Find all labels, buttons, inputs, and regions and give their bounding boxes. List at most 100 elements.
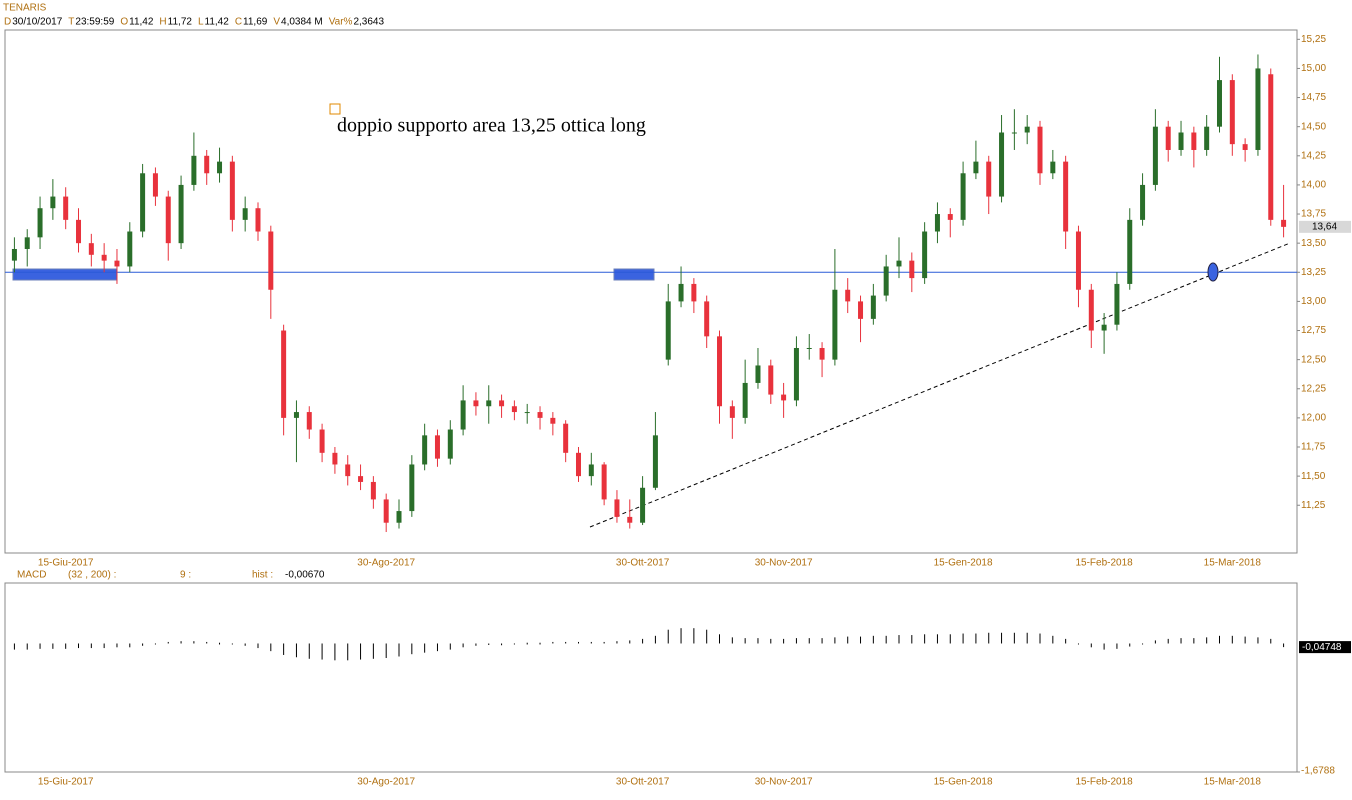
candle-body: [832, 289, 838, 360]
candle-body: [383, 499, 389, 523]
candle-body: [934, 214, 940, 232]
candle-body: [511, 406, 517, 413]
candle-body: [870, 295, 876, 319]
candle-body: [473, 400, 479, 407]
candle-body: [178, 184, 184, 244]
y-tick-label: 11,50: [1301, 471, 1326, 482]
x-tick-label: 15-Feb-2018: [1075, 558, 1133, 569]
candle-body: [640, 487, 646, 523]
candle-body: [691, 283, 697, 302]
candle-body: [806, 347, 812, 349]
candle-body: [165, 196, 171, 244]
candle-body: [1178, 132, 1184, 150]
candle-body: [550, 417, 556, 424]
candle-body: [524, 412, 530, 414]
candle-body: [255, 208, 261, 232]
field-value: 30/10/2017: [12, 17, 62, 28]
last-value-label: -0,04748: [1302, 642, 1342, 653]
candle-body: [460, 400, 466, 430]
field-label: L: [198, 17, 204, 28]
candle-body: [1216, 80, 1222, 127]
field-value: 11,72: [168, 17, 193, 28]
candle-body: [665, 301, 671, 360]
candle-body: [1204, 126, 1210, 150]
candle-body: [1075, 231, 1081, 290]
candle-body: [447, 429, 453, 459]
annotation: doppio supporto area 13,25 ottica long: [337, 115, 646, 137]
candle-body: [909, 260, 915, 279]
candle-body: [1114, 283, 1120, 325]
candle-body: [883, 266, 889, 296]
candle-body: [986, 161, 992, 197]
candle-body: [1255, 68, 1261, 150]
candle-body: [627, 516, 633, 523]
candle-body: [293, 412, 299, 418]
candle-body: [781, 394, 787, 401]
candle-body: [537, 412, 543, 418]
x-tick-label: 15-Mar-2018: [1204, 777, 1262, 788]
field-label: Var%: [329, 17, 353, 28]
x-tick-label: 15-Giu-2017: [38, 777, 94, 788]
candle-body: [1011, 132, 1017, 134]
field-label: C: [235, 17, 242, 28]
candle-body: [88, 243, 94, 255]
candle-body: [319, 429, 325, 453]
candle-body: [960, 173, 966, 220]
candle-body: [973, 161, 979, 174]
candle-body: [127, 231, 133, 267]
candle-body: [370, 481, 376, 500]
field-label: V: [273, 17, 280, 28]
candle-body: [37, 208, 43, 238]
candle-body: [152, 173, 158, 197]
candle-body: [409, 464, 415, 512]
candle-body: [24, 237, 30, 249]
y-tick-label: 11,75: [1301, 442, 1326, 453]
candle-body: [204, 155, 210, 174]
target-marker: [1207, 262, 1219, 282]
last-price-label: 13,64: [1312, 221, 1337, 232]
candle-body: [729, 406, 735, 418]
candle-body: [652, 435, 658, 488]
candle-body: [486, 400, 492, 407]
candle-body: [434, 435, 440, 459]
y-tick-label: 15,25: [1301, 34, 1326, 45]
candle-body: [755, 365, 761, 383]
candle-body: [76, 219, 82, 244]
macd-legend: MACD (32 , 200) : 9 : hist : -0,00670: [17, 570, 325, 581]
support-zone: [12, 268, 118, 281]
candle-body: [306, 412, 312, 430]
candle-body: [281, 330, 287, 418]
candle-body: [268, 231, 274, 290]
candle-body: [217, 161, 223, 174]
y-tick-label: 14,25: [1301, 150, 1326, 161]
x-tick-label: 30-Nov-2017: [755, 558, 813, 569]
field-value: 11,42: [205, 17, 230, 28]
field-value: 11,42: [129, 17, 154, 28]
x-tick-label: 30-Ott-2017: [616, 777, 670, 788]
y-tick-label: 11,25: [1301, 500, 1326, 511]
candle-body: [563, 423, 569, 453]
macd-hist-value: -0,00670: [285, 570, 325, 581]
field-value: 4,0384 M: [281, 17, 323, 28]
macd-name: MACD: [17, 570, 46, 581]
candle-body: [1088, 289, 1094, 331]
candle-body: [819, 347, 825, 360]
last-value-box: [1299, 641, 1351, 654]
field-value: 2,3643: [353, 17, 384, 28]
candle-body: [1281, 219, 1287, 227]
annotation-anchor: [329, 103, 341, 115]
candle-body: [1165, 126, 1171, 150]
candle-body: [1191, 132, 1197, 150]
candle-body: [1063, 161, 1069, 232]
candle-body: [422, 435, 428, 465]
candle-body: [999, 132, 1005, 197]
field-label: O: [120, 17, 128, 28]
macd-frame: [4, 582, 1298, 773]
candle-body: [63, 196, 69, 220]
candle-body: [614, 499, 620, 517]
x-tick-label: 15-Gen-2018: [934, 558, 993, 569]
x-tick-label: 15-Feb-2018: [1075, 777, 1133, 788]
candle-body: [742, 382, 748, 418]
candle-body: [358, 476, 364, 482]
support-zone: [613, 268, 655, 281]
